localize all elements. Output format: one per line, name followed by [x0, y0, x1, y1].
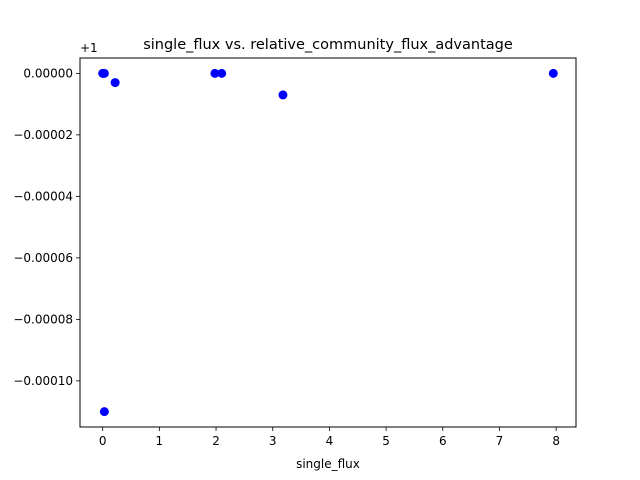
- data-point: [278, 90, 288, 100]
- x-tick-label: 7: [496, 434, 504, 448]
- data-point: [110, 78, 120, 88]
- data-point: [217, 68, 227, 78]
- data-point: [210, 68, 220, 78]
- plot-frame: [79, 57, 577, 428]
- y-tick-label: −0.00006: [13, 251, 73, 265]
- y-tick-label: −0.00002: [13, 128, 73, 142]
- y-axis-ticks: 0.00000 −0.00002 −0.00004 −0.00006 −0.00008 −…: [13, 66, 80, 388]
- x-tick-label: 1: [156, 434, 164, 448]
- plot-area: [80, 58, 576, 427]
- data-point: [548, 68, 558, 78]
- x-tick-label: 2: [212, 434, 220, 448]
- x-tick-label: 4: [326, 434, 334, 448]
- data-point: [99, 407, 109, 417]
- x-tick-label: 5: [382, 434, 390, 448]
- data-point: [99, 68, 109, 78]
- x-axis-label: single_flux: [296, 457, 360, 471]
- x-tick-label: 0: [99, 434, 107, 448]
- y-tick-label: 0.00000: [23, 66, 73, 80]
- y-tick-label: −0.00008: [13, 312, 73, 326]
- data-points: [98, 68, 558, 417]
- y-axis-offset-label: +1: [80, 41, 98, 55]
- y-tick-label: −0.00004: [13, 189, 73, 203]
- x-axis-ticks: 0 1 2 3 4 5 6 7 8: [99, 427, 560, 448]
- y-tick-label: −0.00010: [13, 374, 73, 388]
- chart-title: single_flux vs. relative_community_flux_…: [143, 37, 513, 53]
- x-tick-label: 8: [552, 434, 560, 448]
- x-tick-label: 6: [439, 434, 447, 448]
- x-tick-label: 3: [269, 434, 277, 448]
